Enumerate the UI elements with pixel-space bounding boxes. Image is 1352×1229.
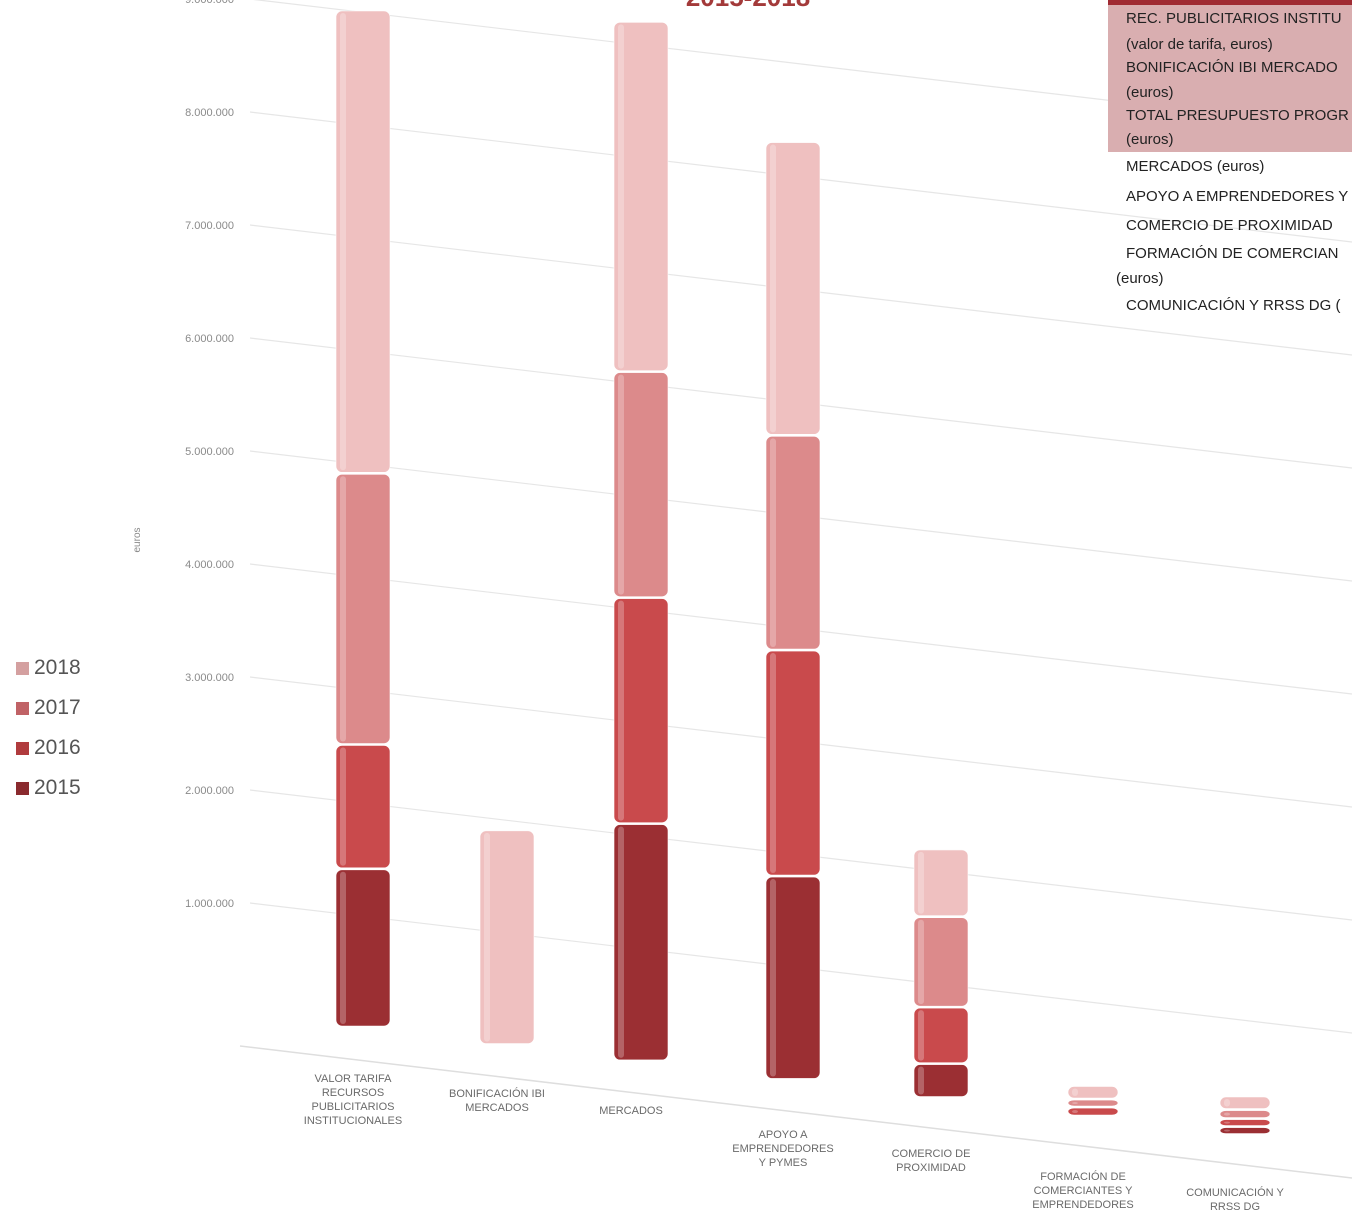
y-tick-label: 8.000.000 — [185, 107, 234, 119]
x-category-label: BONIFICACIÓN IBI MERCADOS — [449, 1087, 545, 1114]
bar-highlight — [618, 826, 624, 1058]
bar-highlight — [918, 851, 924, 914]
chart-title: 2015-2018 — [686, 0, 810, 12]
bar-segment-2017 — [765, 436, 821, 650]
bar-segment-2016 — [1219, 1119, 1271, 1126]
bar-segment-2015 — [613, 824, 669, 1061]
y-tick-label: 9.000.000 — [185, 0, 234, 6]
bar-segment-2017 — [1067, 1099, 1119, 1107]
bar-highlight — [1224, 1112, 1230, 1116]
bar-segment-2017 — [913, 917, 969, 1007]
y-tick-label: 2.000.000 — [185, 785, 234, 797]
bar-segment-2016 — [765, 650, 821, 876]
bar-segment-2018 — [613, 22, 669, 371]
y-tick-label: 6.000.000 — [185, 333, 234, 345]
bar-segment-2018 — [335, 10, 391, 473]
table-row: BONIFICACIÓN IBI MERCADO — [1126, 59, 1338, 76]
y-tick-label: 4.000.000 — [185, 559, 234, 571]
y-tick-label: 1.000.000 — [185, 898, 234, 910]
y-tick-label: 5.000.000 — [185, 446, 234, 458]
base-line — [239, 1045, 1352, 1179]
table-row: COMUNICACIÓN Y RRSS DG ( — [1126, 297, 1341, 314]
table-header-bar — [1108, 0, 1352, 5]
bar-segment-2015 — [1219, 1127, 1271, 1134]
bar-segment-2016 — [335, 745, 391, 869]
bar-segment-2015 — [335, 869, 391, 1027]
x-category-label: VALOR TARIFA RECURSOS PUBLICITARIOS INSTITU… — [304, 1073, 402, 1127]
bar-highlight — [770, 879, 776, 1077]
bar-highlight — [1224, 1121, 1230, 1124]
legend-item-2017: 2017 — [12, 688, 81, 728]
bar-highlight — [770, 438, 776, 648]
legend-swatch — [16, 661, 29, 675]
bar-highlight — [1072, 1102, 1078, 1105]
y-tick-label: 7.000.000 — [185, 220, 234, 232]
legend-label: 2015 — [34, 776, 81, 799]
bar-segment-2016 — [1067, 1107, 1119, 1116]
bar-segment-2018 — [479, 830, 535, 1044]
table-highlight-band — [1108, 5, 1352, 152]
legend-item-2015: 2015 — [12, 768, 81, 808]
bar-highlight — [1224, 1099, 1230, 1107]
y-axis-ticks: 9.000.000 8.000.000 7.000.000 6.000.000 5.00… — [185, 0, 234, 910]
bar-highlight — [1072, 1088, 1078, 1097]
table-row: REC. PUBLICITARIOS INSTITU — [1126, 10, 1342, 27]
bar-segment-2018 — [765, 142, 821, 435]
table-row: (euros) — [1116, 270, 1164, 287]
y-tick-label: 3.000.000 — [185, 672, 234, 684]
bar-highlight — [340, 747, 346, 866]
legend-swatch — [16, 781, 29, 795]
legend-item-2018: 2018 — [12, 648, 81, 688]
bar-highlight — [1224, 1129, 1230, 1132]
legend-label: 2017 — [34, 696, 81, 719]
bar-highlight — [770, 144, 776, 433]
bar-segment-2016 — [913, 1007, 969, 1063]
table-row: (euros) — [1126, 84, 1174, 101]
bar-segment-2017 — [613, 372, 669, 597]
table-row: (valor de tarifa, euros) — [1126, 36, 1273, 53]
bar-highlight — [618, 374, 624, 595]
bar-highlight — [918, 919, 924, 1005]
side-table-fragment: REC. PUBLICITARIOS INSTITU (valor de tar… — [1108, 0, 1352, 330]
bar-segment-2018 — [913, 849, 969, 917]
bar-segment-2018 — [1219, 1096, 1271, 1109]
table-row: FORMACIÓN DE COMERCIAN — [1126, 245, 1339, 262]
table-row: COMERCIO DE PROXIMIDAD — [1126, 217, 1333, 234]
legend-swatch — [16, 741, 29, 755]
bar-segment-2018 — [1067, 1086, 1119, 1099]
bar-highlight — [340, 13, 346, 471]
bar-segment-2015 — [765, 876, 821, 1079]
x-category-label: COMUNICACIÓN Y RRSS DG — [1186, 1186, 1284, 1213]
table-row: (euros) — [1126, 131, 1174, 148]
bar-highlight — [1072, 1110, 1078, 1114]
legend: 2018 2017 2016 2015 — [12, 648, 81, 808]
legend-label: 2018 — [34, 656, 81, 679]
bar-segment-2016 — [613, 598, 669, 823]
legend-item-2016: 2016 — [12, 728, 81, 768]
bar-highlight — [770, 653, 776, 874]
table-row: MERCADOS (euros) — [1126, 158, 1265, 175]
bar-highlight — [918, 1010, 924, 1061]
bar-segment-2017 — [1219, 1110, 1271, 1118]
bar-highlight — [484, 832, 490, 1042]
bar-highlight — [618, 24, 624, 369]
bar-highlight — [618, 600, 624, 821]
x-category-label: MERCADOS — [599, 1105, 663, 1117]
bar-highlight — [340, 871, 346, 1024]
x-category-label: FORMACIÓN DE COMERCIANTES Y EMPRENDEDORES — [1032, 1170, 1133, 1211]
table-row: APOYO A EMPRENDEDORES Y — [1126, 188, 1349, 205]
table-row: TOTAL PRESUPUESTO PROGR — [1126, 107, 1349, 124]
bar-segment-2015 — [913, 1064, 969, 1097]
x-category-label: APOYO A EMPRENDEDORES Y PYMES — [732, 1129, 833, 1169]
legend-swatch — [16, 701, 29, 715]
bar-highlight — [918, 1066, 924, 1095]
x-category-label: COMERCIO DE PROXIMIDAD — [892, 1148, 971, 1174]
bar-segment-2017 — [335, 473, 391, 744]
y-axis-label: euros — [132, 527, 143, 552]
bar-highlight — [340, 476, 346, 742]
bars — [335, 10, 1271, 1134]
x-axis-categories: VALOR TARIFA RECURSOS PUBLICITARIOS INSTITU… — [304, 1073, 1285, 1213]
legend-label: 2016 — [34, 736, 81, 759]
